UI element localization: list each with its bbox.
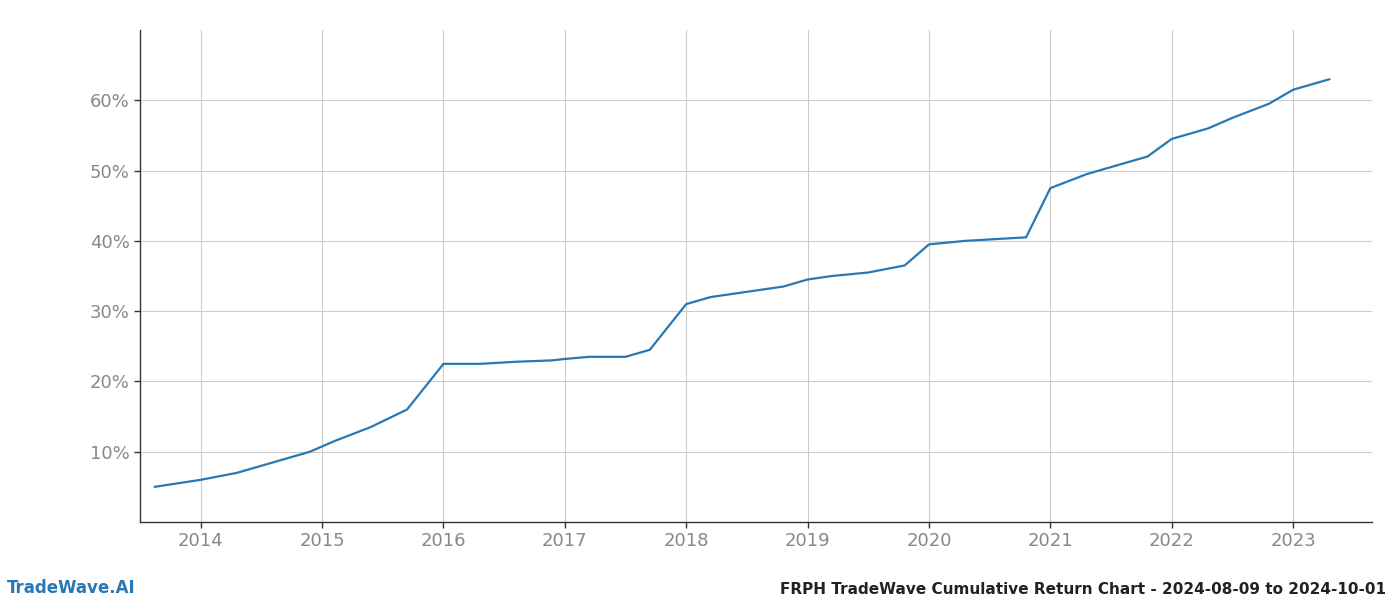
Text: FRPH TradeWave Cumulative Return Chart - 2024-08-09 to 2024-10-01: FRPH TradeWave Cumulative Return Chart -…	[780, 582, 1386, 597]
Text: TradeWave.AI: TradeWave.AI	[7, 579, 136, 597]
